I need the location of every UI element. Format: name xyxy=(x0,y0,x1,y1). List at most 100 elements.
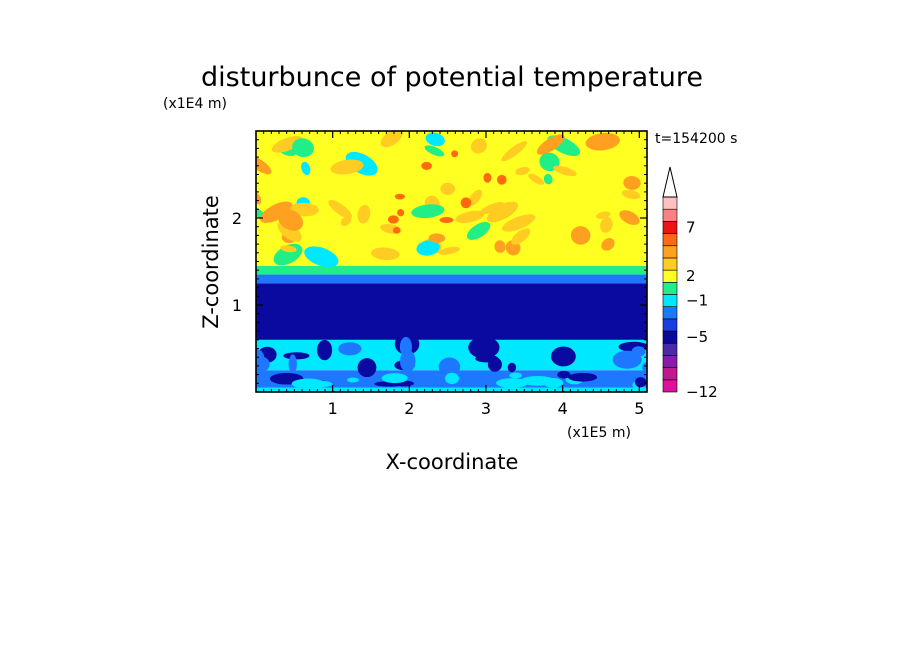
contour-blob xyxy=(557,370,571,379)
contour-blob xyxy=(619,210,640,225)
contour-blob xyxy=(585,132,620,151)
contour-blob xyxy=(304,246,339,268)
contour-blob xyxy=(515,166,530,176)
contour-blob xyxy=(440,182,456,195)
contour-blob xyxy=(455,210,485,224)
colorbar-segment xyxy=(662,282,678,295)
x-tick-label: 4 xyxy=(558,399,568,418)
chart-title: disturbunce of potential temperature xyxy=(201,62,703,93)
contour-blob xyxy=(328,199,352,219)
contour-blob xyxy=(642,362,647,373)
time-label: t=154200 s xyxy=(655,131,737,147)
contour-blob xyxy=(330,159,364,175)
contour-blob xyxy=(553,165,577,177)
contour-blob xyxy=(370,247,400,261)
contour-blob xyxy=(317,339,333,361)
contour-blob xyxy=(511,228,531,245)
contour-blob xyxy=(411,204,445,219)
field-layer xyxy=(256,274,647,284)
colorbar-segment xyxy=(662,294,678,307)
contour-blob xyxy=(425,132,445,147)
contour-blob xyxy=(470,138,487,154)
contour-blob xyxy=(483,172,492,183)
colorbar-segment xyxy=(662,208,678,222)
contour-blob xyxy=(601,238,615,251)
contour-blob xyxy=(520,375,556,386)
contour-blob xyxy=(338,342,362,356)
x-tick-label: 3 xyxy=(481,399,491,418)
contour-blob xyxy=(600,217,613,233)
contour-blob xyxy=(277,209,304,231)
colorbar-label: 2 xyxy=(686,267,696,285)
contour-blob xyxy=(381,373,408,384)
colorbar-label: −1 xyxy=(686,292,708,310)
contour-blob xyxy=(357,204,371,224)
contour-blob xyxy=(438,357,461,377)
contour-blob xyxy=(444,372,460,385)
colorbar-segment xyxy=(662,355,678,368)
colorbar-segment xyxy=(662,196,678,210)
contour-blob xyxy=(486,201,519,223)
colorbar-segment xyxy=(662,257,678,271)
contour-blob xyxy=(288,354,297,374)
contour-blob xyxy=(451,150,459,158)
contour-plot-area xyxy=(256,131,647,392)
contour-blob xyxy=(550,346,576,367)
contour-blob xyxy=(468,189,483,206)
field-layer xyxy=(256,387,647,392)
x-unit-label: (x1E5 m) xyxy=(567,425,631,441)
field-layer xyxy=(256,283,647,340)
contour-blob xyxy=(301,161,311,175)
contour-blob xyxy=(347,377,359,383)
contour-blob xyxy=(596,211,611,219)
colorbar-label: −12 xyxy=(686,383,718,401)
colorbar-segment xyxy=(662,221,678,234)
contour-blob xyxy=(460,197,472,209)
contour-blob xyxy=(528,173,545,185)
contour-blob xyxy=(623,176,641,190)
contour-blob xyxy=(536,134,565,155)
contour-blob xyxy=(380,131,403,148)
contour-blob xyxy=(496,378,529,388)
contour-blob xyxy=(509,372,522,379)
contour-blob xyxy=(439,217,454,224)
contour-blob xyxy=(487,357,502,372)
contour-blob xyxy=(397,209,405,217)
colorbar-segment xyxy=(662,245,678,259)
contour-blob xyxy=(394,193,406,200)
contour-blob xyxy=(271,136,303,153)
contour-blob xyxy=(283,352,310,360)
contour-blob xyxy=(421,161,432,170)
contour-blob xyxy=(256,155,272,175)
colorbar-segment xyxy=(662,233,678,247)
contour-blob xyxy=(567,372,598,382)
colorbar-segment xyxy=(662,379,678,393)
contour-blob xyxy=(612,350,642,369)
y-tick-label: 1 xyxy=(232,296,242,315)
contour-blob xyxy=(291,378,326,390)
contour-blob xyxy=(392,227,401,234)
contour-blob xyxy=(621,189,641,200)
contour-blob xyxy=(428,233,446,243)
x-tick-label: 2 xyxy=(404,399,414,418)
colorbar-segment xyxy=(662,342,678,356)
contour-blob xyxy=(260,201,293,223)
contour-blob xyxy=(438,246,460,255)
y-unit-label: (x1E4 m) xyxy=(163,96,227,112)
x-axis-title: X-coordinate xyxy=(386,450,519,474)
contour-blob xyxy=(292,138,314,158)
contour-blob xyxy=(501,214,536,232)
contour-blob xyxy=(507,362,517,373)
y-tick-label: 2 xyxy=(232,209,242,228)
colorbar-segment xyxy=(662,330,678,344)
colorbar-segment xyxy=(662,367,678,381)
contour-blob xyxy=(357,358,377,378)
contour-blob xyxy=(634,377,647,388)
contour-blob xyxy=(256,348,265,370)
x-tick-label: 5 xyxy=(634,399,644,418)
contour-blob xyxy=(387,215,399,224)
colorbar: −12−5−127 xyxy=(662,166,718,401)
field-layer xyxy=(256,265,647,275)
colorbar-extend-arrow xyxy=(662,166,678,198)
y-axis-title: Z-coordinate xyxy=(199,195,223,329)
